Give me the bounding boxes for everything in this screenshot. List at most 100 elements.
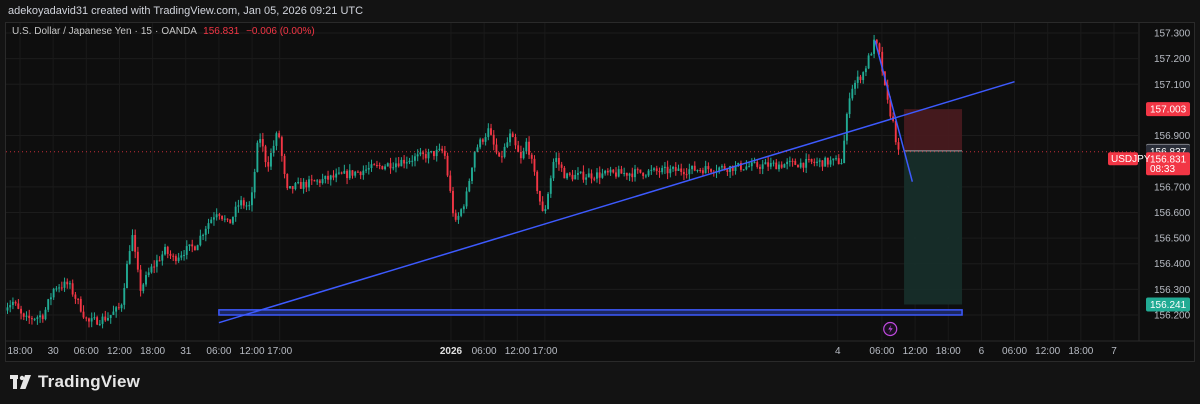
candle-body: [536, 171, 539, 192]
candle-body: [481, 139, 484, 142]
candle-body: [389, 163, 392, 169]
candle-body: [289, 186, 291, 189]
candle-body: [704, 166, 707, 174]
candle-body: [223, 218, 226, 220]
candle-body: [278, 133, 281, 138]
candle-body: [634, 169, 636, 178]
candle-body: [644, 175, 647, 177]
symbol-legend[interactable]: U.S. Dollar / Japanese Yen · 15 · OANDA 156.…: [12, 26, 315, 37]
candle-body: [560, 164, 563, 168]
candle-body: [356, 171, 359, 173]
candle-body: [11, 301, 14, 306]
candle-body: [158, 260, 161, 262]
candle-body: [625, 172, 628, 176]
candle-body: [647, 170, 650, 176]
candle-body: [4, 307, 6, 310]
candle-body: [661, 168, 664, 173]
candle-body: [408, 160, 411, 163]
candle-body: [487, 128, 490, 138]
candle-body: [174, 256, 177, 262]
candle-body: [490, 128, 492, 135]
candle-body: [452, 190, 454, 214]
candle-body: [346, 170, 348, 179]
candle-body: [270, 152, 272, 167]
candle-body: [837, 158, 840, 164]
candle-body: [753, 162, 756, 164]
chart-pane[interactable]: [5, 22, 1195, 362]
candle-body: [734, 165, 737, 171]
candle-body: [435, 149, 438, 157]
candle-body: [590, 173, 593, 179]
candle-body: [552, 161, 555, 179]
x-tick-label: 18:00: [1068, 346, 1093, 357]
candle-body: [248, 205, 251, 207]
candle-body: [259, 139, 262, 143]
x-tick-label: 12:00: [505, 346, 530, 357]
support-trendline[interactable]: [218, 80, 1015, 324]
candle-body: [818, 160, 821, 162]
candle-body: [772, 162, 775, 164]
candle-body: [457, 215, 460, 220]
candle-body: [261, 139, 264, 147]
y-tick-label: 156.200: [1154, 311, 1191, 322]
candle-body: [41, 315, 44, 320]
candle-body: [566, 173, 569, 179]
candle-body: [568, 173, 571, 175]
candlestick-chart[interactable]: 157.300 157.200 157.100 156.900 156.700 156.6…: [0, 0, 1200, 362]
candle-body: [212, 217, 215, 220]
candle-body: [658, 171, 661, 173]
candle-body: [68, 283, 71, 285]
candle-body: [593, 178, 596, 180]
x-tick-label: 12:00: [903, 346, 928, 357]
stop-loss-zone[interactable]: [904, 109, 963, 151]
candle-body: [587, 173, 590, 178]
candle-body: [557, 158, 560, 165]
current-price-tag: 156.831: [1150, 155, 1187, 166]
candle-body: [424, 154, 427, 159]
candle-body: [783, 164, 786, 168]
candle-body: [514, 137, 517, 146]
legend-price: 156.831: [203, 26, 240, 37]
x-tick-label: 17:00: [267, 346, 292, 357]
candle-body: [873, 39, 875, 54]
candle-body: [859, 76, 862, 81]
tradingview-wordmark: TradingView: [38, 372, 141, 391]
candle-body: [454, 213, 457, 220]
candle-body: [685, 174, 688, 176]
countdown-label: 08:33: [1150, 164, 1175, 175]
tradingview-brand[interactable]: TradingView: [10, 372, 140, 392]
candle-body: [131, 235, 134, 252]
candle-body: [878, 43, 881, 52]
candle-body: [155, 260, 158, 267]
candle-body: [498, 152, 501, 157]
candle-body: [604, 170, 607, 174]
candle-body: [96, 317, 99, 325]
candle-body: [22, 313, 25, 317]
candle-body: [367, 168, 370, 170]
support-zone-box[interactable]: [218, 309, 963, 316]
candle-body: [606, 170, 609, 173]
candle-body: [327, 175, 329, 180]
x-tick-label: 12:00: [1035, 346, 1060, 357]
candle-body: [267, 162, 270, 167]
candle-body: [829, 160, 832, 165]
take-profit-zone[interactable]: [904, 150, 963, 305]
candle-body: [723, 166, 726, 170]
candle-body: [329, 175, 332, 180]
candle-body: [400, 159, 403, 167]
candle-body: [240, 200, 243, 206]
candle-body: [438, 148, 441, 150]
candle-body: [145, 275, 147, 285]
symbol-broker: OANDA: [161, 26, 197, 37]
candle-body: [745, 166, 748, 170]
candle-body: [854, 82, 856, 89]
candle-body: [313, 180, 316, 182]
candle-body: [802, 162, 805, 168]
candle-body: [462, 206, 465, 210]
candle-body: [579, 171, 582, 173]
candle-body: [250, 192, 253, 206]
candle-body: [805, 158, 808, 168]
downtrend-line[interactable]: [874, 40, 914, 182]
candle-body: [142, 284, 145, 291]
x-tick-label: 12:00: [240, 346, 265, 357]
